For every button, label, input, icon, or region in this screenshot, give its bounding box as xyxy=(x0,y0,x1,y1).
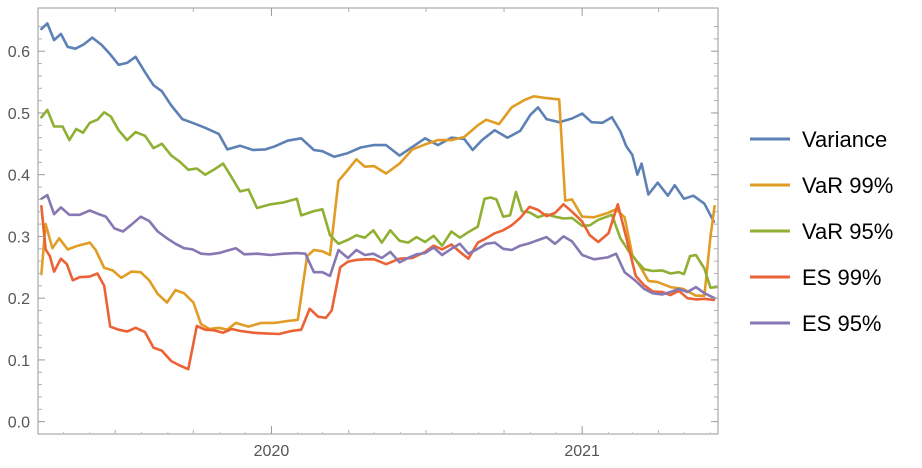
y-tick-label: 0.5 xyxy=(8,106,30,123)
series-line-es-95 xyxy=(40,193,716,300)
y-tick-label: 0.1 xyxy=(8,353,30,370)
y-tick-label: 0.2 xyxy=(8,291,30,308)
y-tick-label: 0.0 xyxy=(8,415,30,432)
y-tick-label: 0.6 xyxy=(8,44,30,61)
x-tick-label: 2021 xyxy=(564,443,600,460)
axes-frame: 0.0 0.1 0.2 0.3 0.4 0.5 0.6 2020 2021 xyxy=(8,7,719,460)
legend-label-var-99: VaR 99% xyxy=(802,173,893,198)
legend-label-es-95: ES 95% xyxy=(802,311,882,336)
legend-label-var-95: VaR 95% xyxy=(802,219,893,244)
series-line-var-99 xyxy=(40,95,716,332)
series-line-var-95 xyxy=(40,108,718,290)
legend-label-es-99: ES 99% xyxy=(802,265,882,290)
series-line-variance xyxy=(40,22,716,223)
series-line-es-99 xyxy=(40,203,716,371)
x-tick-label: 2020 xyxy=(254,443,290,460)
y-tick-label: 0.3 xyxy=(8,229,30,246)
series-layer xyxy=(40,22,718,371)
y-tick-label: 0.4 xyxy=(8,168,30,185)
legend-label-variance: Variance xyxy=(802,127,887,152)
plot-frame xyxy=(37,7,719,435)
legend: Variance VaR 99% VaR 95% ES 99% ES 95% xyxy=(750,127,893,336)
